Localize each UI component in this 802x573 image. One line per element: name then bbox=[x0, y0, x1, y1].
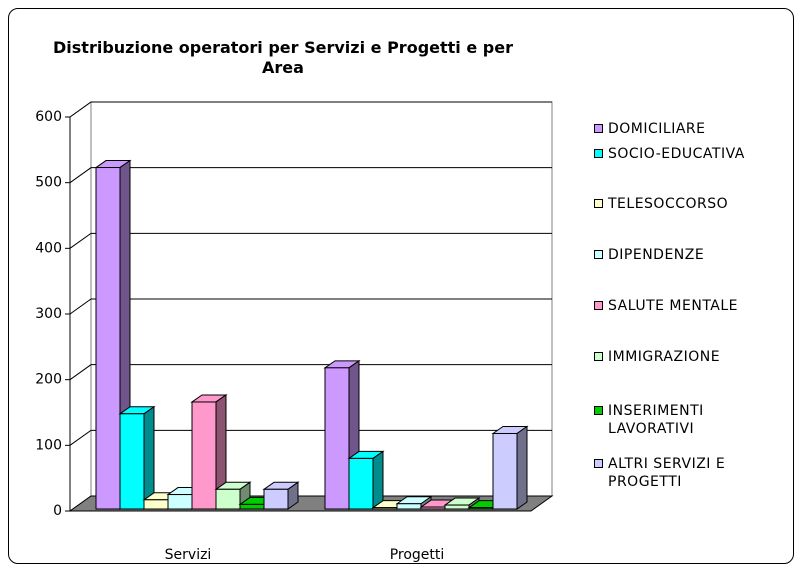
bar-front bbox=[263, 488, 289, 510]
legend-item: ALTRI SERVIZI E PROGETTI bbox=[594, 455, 784, 491]
x-tick-label: Servizi bbox=[165, 547, 212, 563]
chart-frame bbox=[8, 8, 794, 564]
chart-title: Distribuzione operatori per Servizi e Pr… bbox=[53, 38, 513, 77]
bar-front bbox=[396, 503, 422, 510]
legend-label: DOMICILIARE bbox=[608, 121, 706, 137]
legend-swatch bbox=[594, 124, 603, 133]
legend-swatch bbox=[594, 149, 603, 158]
bar bbox=[347, 450, 385, 510]
legend-label: ALTRI SERVIZI E PROGETTI bbox=[608, 456, 726, 490]
legend-label: INSERIMENTI LAVORATIVI bbox=[608, 403, 704, 437]
y-tick-label: 500 bbox=[35, 175, 62, 191]
legend-item: IMMIGRAZIONE bbox=[594, 348, 784, 366]
y-tick-label: 100 bbox=[35, 437, 62, 453]
y-tick-label: 0 bbox=[53, 503, 62, 519]
y-tick-label: 200 bbox=[35, 372, 62, 388]
bar-front bbox=[492, 432, 518, 510]
grid-line bbox=[69, 232, 552, 249]
bar-front bbox=[239, 503, 265, 510]
x-tick-label: Progetti bbox=[390, 547, 445, 563]
legend-swatch bbox=[594, 301, 603, 310]
bar bbox=[118, 405, 156, 510]
bar-side bbox=[516, 425, 528, 510]
grid-line bbox=[69, 429, 552, 446]
grid-line bbox=[69, 364, 552, 381]
y-tick-label: 400 bbox=[35, 240, 62, 256]
legend-label: DIPENDENZE bbox=[608, 247, 705, 263]
bar-side bbox=[372, 450, 384, 510]
bar-front bbox=[191, 401, 217, 510]
bar-front bbox=[167, 494, 193, 510]
grid-line bbox=[69, 298, 552, 315]
legend-item: DIPENDENZE bbox=[594, 246, 784, 264]
legend-label: TELESOCCORSO bbox=[608, 196, 729, 212]
bar-front bbox=[444, 504, 470, 510]
legend-swatch bbox=[594, 406, 603, 415]
legend-label: SALUTE MENTALE bbox=[608, 298, 739, 314]
bar-front bbox=[95, 167, 121, 510]
bar-front bbox=[468, 507, 494, 510]
legend-swatch bbox=[594, 250, 603, 259]
legend-swatch bbox=[594, 459, 603, 468]
bar-front bbox=[420, 506, 446, 510]
bar bbox=[262, 481, 300, 510]
legend-label: IMMIGRAZIONE bbox=[608, 349, 721, 365]
bar-front bbox=[348, 457, 374, 510]
grid-line bbox=[69, 167, 552, 184]
legend-item: SALUTE MENTALE bbox=[594, 297, 784, 315]
bar bbox=[190, 394, 228, 510]
legend-item: INSERIMENTI LAVORATIVI bbox=[594, 402, 784, 438]
grid-line bbox=[69, 101, 552, 118]
bar-front bbox=[143, 499, 169, 510]
legend-swatch bbox=[594, 352, 603, 361]
bar-front bbox=[215, 488, 241, 510]
legend-label: SOCIO-EDUCATIVA bbox=[608, 146, 745, 162]
legend-item: SOCIO-EDUCATIVA bbox=[594, 145, 784, 163]
bar-front bbox=[119, 413, 145, 510]
legend-item: DOMICILIARE bbox=[594, 120, 784, 138]
bar-front bbox=[324, 367, 350, 510]
y-tick-label: 600 bbox=[35, 109, 62, 125]
bar-front bbox=[372, 507, 398, 510]
y-tick-label: 300 bbox=[35, 306, 62, 322]
legend-item: TELESOCCORSO bbox=[594, 195, 784, 213]
bar bbox=[491, 425, 529, 510]
legend-swatch bbox=[594, 199, 603, 208]
